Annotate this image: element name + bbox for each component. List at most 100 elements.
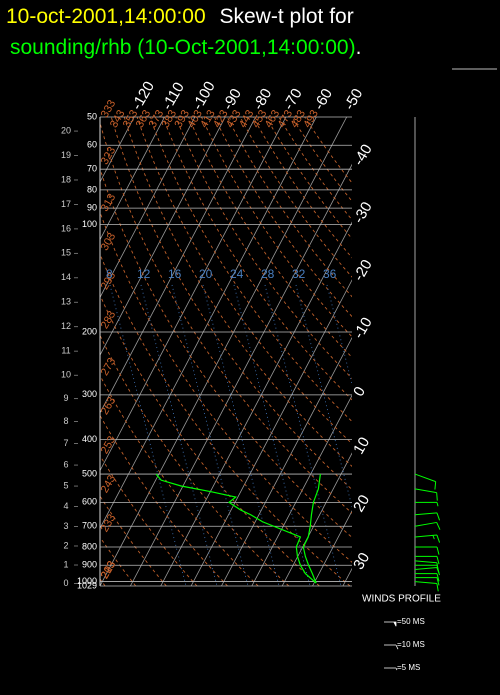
height-label: 16 xyxy=(61,223,71,233)
pressure-label: 90 xyxy=(87,203,97,213)
wind-barb xyxy=(414,581,439,592)
legend-barb xyxy=(384,621,397,627)
mixing-ratio-label: 8 xyxy=(106,267,113,281)
wind-barb xyxy=(415,546,440,555)
legend-barb xyxy=(384,667,398,671)
title-date: 10-oct-2001,14:00:00 xyxy=(6,5,206,28)
mixing-ratio-label: 28 xyxy=(261,267,275,281)
mixing-ratio-label: 32 xyxy=(292,267,306,281)
mixing-ratio-label: 20 xyxy=(199,267,213,281)
pressure-label: 80 xyxy=(87,184,97,194)
pressure-label: 50 xyxy=(87,111,97,121)
height-label: 1 xyxy=(63,559,68,569)
dry-adiabat xyxy=(100,121,352,514)
mixing-ratio-label: 12 xyxy=(137,267,151,281)
pressure-label: 200 xyxy=(82,326,97,336)
height-label: 8 xyxy=(63,416,68,426)
height-label: 0 xyxy=(63,578,68,588)
wind-barb xyxy=(414,488,438,501)
legend-label: =50 MS xyxy=(397,617,425,626)
height-label: 14 xyxy=(61,272,71,282)
plot-area xyxy=(100,117,352,586)
height-label: 13 xyxy=(61,297,71,307)
isotherm xyxy=(221,336,352,586)
temperature-label: 30 xyxy=(350,550,373,573)
isotherm xyxy=(100,117,348,586)
isotherm xyxy=(190,279,352,586)
dry-adiabat xyxy=(100,414,228,586)
pressure-label: 60 xyxy=(87,140,97,150)
isotherm xyxy=(130,163,352,586)
isotherm xyxy=(160,221,352,586)
height-label: 18 xyxy=(61,174,71,184)
wind-barb xyxy=(415,555,440,565)
temperature-label: 20 xyxy=(350,492,373,515)
height-label: 11 xyxy=(61,346,70,356)
height-label: 5 xyxy=(63,480,68,490)
legend-label: =10 MS xyxy=(397,640,425,649)
dry-adiabat xyxy=(100,210,352,563)
dry-adiabat xyxy=(136,117,352,445)
chart-title: 10-oct-2001,14:00:00 Skew-t plot for xyxy=(6,5,354,28)
dry-adiabat xyxy=(149,117,352,423)
height-label: 3 xyxy=(63,521,68,531)
pressure-label: 300 xyxy=(82,389,97,399)
pressure-label: 500 xyxy=(82,468,97,478)
isotherm xyxy=(100,117,226,356)
dry-adiabat xyxy=(100,167,352,538)
legend-barb xyxy=(384,644,399,650)
dry-adiabat xyxy=(100,334,290,586)
mixing-ratio-label: 16 xyxy=(168,267,182,281)
height-label: 4 xyxy=(63,501,68,511)
pressure-label: 900 xyxy=(82,560,97,570)
title-end: . xyxy=(356,36,362,59)
wind-barb xyxy=(414,512,441,521)
temperature-label: 10 xyxy=(350,434,373,457)
isotherm xyxy=(100,117,196,299)
isotherm xyxy=(281,452,352,586)
height-label: 6 xyxy=(63,459,68,469)
pressure-label: 70 xyxy=(87,164,97,174)
sounding-profile xyxy=(155,473,317,584)
dry-adiabat xyxy=(123,117,352,467)
height-label: 7 xyxy=(63,438,68,448)
pressure-label: 800 xyxy=(82,541,97,551)
height-label: 17 xyxy=(61,199,71,209)
wind-title: WINDS PROFILE xyxy=(362,594,441,605)
chart-subtitle: sounding/rhb (10-Oct-2001,14:00:00). xyxy=(10,36,361,59)
mixing-ratio-label: 36 xyxy=(323,267,337,281)
height-label: 9 xyxy=(63,393,68,403)
pressure-label: 100 xyxy=(82,219,97,229)
height-label: 10 xyxy=(61,370,71,380)
wind-barb xyxy=(414,534,441,543)
isotherm xyxy=(251,394,352,586)
wind-barb xyxy=(414,521,441,530)
wind-barb xyxy=(415,573,440,582)
wind-barb xyxy=(414,560,439,571)
height-label: 12 xyxy=(61,321,71,331)
title-text: Skew-t plot for xyxy=(220,5,354,28)
wind-barb xyxy=(414,473,437,490)
pressure-label: 700 xyxy=(82,521,97,531)
dry-adiabat xyxy=(162,117,352,401)
dry-adiabat xyxy=(100,252,351,586)
isotherm xyxy=(100,117,287,472)
wind-barb xyxy=(415,577,440,586)
mixing-ratio-label: 24 xyxy=(230,267,244,281)
isotherm xyxy=(100,117,317,530)
height-label: 2 xyxy=(63,540,68,550)
pressure-label: 1000 xyxy=(77,576,97,586)
wind-barb xyxy=(415,501,439,507)
pressure-label: 400 xyxy=(82,434,97,444)
legend-label: =5 MS xyxy=(397,663,420,672)
dry-adiabat xyxy=(100,495,167,586)
title-source: sounding/rhb (10-Oct-2001,14:00:00) xyxy=(10,36,356,59)
pressure-label: 600 xyxy=(82,497,97,507)
height-label: 19 xyxy=(61,150,71,160)
pressure-label: 1029 xyxy=(77,580,97,590)
height-label: 20 xyxy=(61,125,71,135)
height-label: 15 xyxy=(61,248,71,258)
